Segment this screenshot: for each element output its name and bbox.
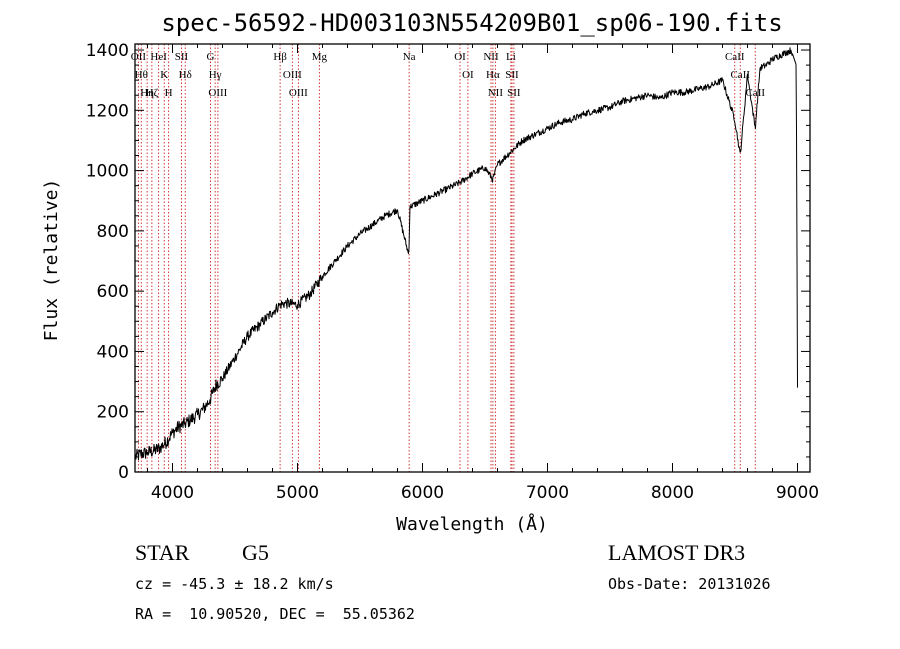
line-label-12: Hβ bbox=[273, 51, 287, 63]
line-label-18: OI bbox=[462, 69, 474, 81]
plot-frame bbox=[134, 43, 811, 473]
line-label-15: Mg bbox=[312, 51, 328, 63]
y-tick-label: 1200 bbox=[86, 101, 129, 121]
line-label-9: G bbox=[207, 51, 215, 63]
x-axis-label: Wavelength (Å) bbox=[396, 513, 548, 535]
x-tick-label: 7000 bbox=[526, 483, 569, 503]
line-label-2: Hη bbox=[140, 87, 154, 99]
line-label-19: NII bbox=[483, 51, 499, 63]
spectrum-line bbox=[134, 47, 798, 461]
chart-title: spec-56592-HD003103N554209B01_sp06-190.f… bbox=[161, 9, 782, 37]
redshift-line: cz = -45.3 ± 18.2 km/s bbox=[135, 575, 334, 593]
survey-label: LAMOST DR3 bbox=[608, 540, 746, 565]
y-tick-label: 400 bbox=[97, 342, 129, 362]
line-label-7: SII bbox=[175, 51, 189, 63]
y-tick-label: 0 bbox=[118, 463, 129, 483]
line-label-27: CaII bbox=[745, 87, 765, 99]
y-tick-label: 800 bbox=[97, 222, 129, 242]
x-tick-label: 9000 bbox=[776, 483, 819, 503]
spectrum-layer bbox=[134, 47, 798, 461]
line-label-22: Li bbox=[506, 51, 516, 63]
class-label: STAR bbox=[135, 540, 190, 565]
x-tick-label: 4000 bbox=[151, 483, 194, 503]
axis-ticks: 4000 5000 6000 7000 8000 9000 0 200 400 600 800 100… bbox=[86, 41, 819, 503]
line-label-4: HeI bbox=[150, 51, 167, 63]
radec-line: RA = 10.90520, DEC = 55.05362 bbox=[135, 605, 415, 623]
x-tick-label: 5000 bbox=[276, 483, 319, 503]
line-label-10: Hγ bbox=[209, 69, 222, 81]
y-tick-label: 1400 bbox=[86, 41, 129, 61]
subclass-label: G5 bbox=[242, 540, 269, 565]
y-tick-label: 1000 bbox=[86, 162, 129, 182]
y-axis-label: Flux (relative) bbox=[41, 179, 62, 342]
line-label-23: SII bbox=[505, 69, 519, 81]
obs-date-line: Obs-Date: 20131026 bbox=[608, 575, 771, 593]
line-label-21: NII bbox=[488, 87, 504, 99]
line-label-0: OII bbox=[131, 51, 147, 63]
spectral-line-markers bbox=[137, 44, 756, 472]
line-label-14: OIII bbox=[289, 87, 308, 99]
x-tick-label: 8000 bbox=[651, 483, 694, 503]
line-label-8: Hδ bbox=[179, 69, 192, 81]
line-label-25: CaII bbox=[725, 51, 745, 63]
line-label-11: OIII bbox=[208, 87, 227, 99]
line-label-13: OIII bbox=[283, 69, 302, 81]
line-label-6: H bbox=[165, 87, 173, 99]
line-label-24: SII bbox=[507, 87, 521, 99]
line-label-16: Na bbox=[403, 51, 416, 63]
line-label-17: OI bbox=[454, 51, 466, 63]
line-label-3: Hζ bbox=[146, 87, 159, 99]
y-tick-label: 600 bbox=[97, 282, 129, 302]
line-label-5: K bbox=[160, 69, 168, 81]
line-label-20: Hα bbox=[486, 69, 500, 81]
line-label-1: Hθ bbox=[135, 69, 148, 81]
y-tick-label: 200 bbox=[97, 403, 129, 423]
line-label-26: CaII bbox=[730, 69, 750, 81]
x-tick-label: 6000 bbox=[401, 483, 444, 503]
